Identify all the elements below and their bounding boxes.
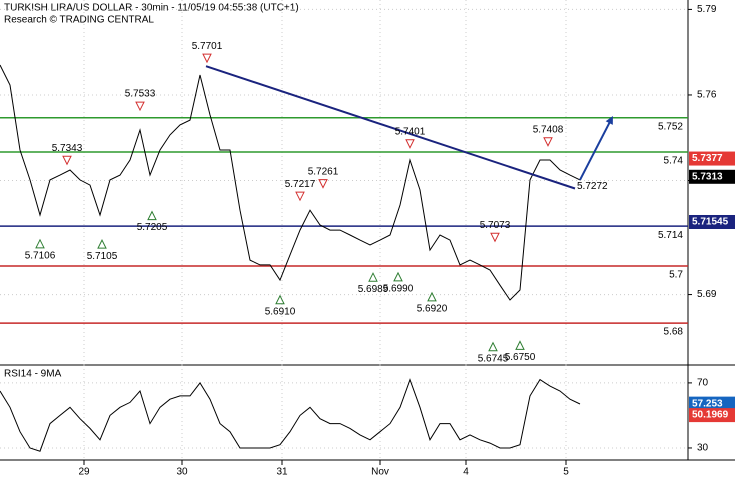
trend-line (205, 65, 576, 190)
x-tick-label: 5 (563, 467, 569, 478)
price-tag (689, 151, 735, 166)
low-label: 5.7105 (87, 251, 118, 262)
low-marker (35, 238, 45, 249)
y-tick-label: 5.76 (697, 90, 717, 101)
level-label: 5.68 (664, 327, 684, 338)
low-marker (97, 238, 107, 249)
low-marker (515, 340, 525, 350)
high-label: 5.7401 (395, 126, 426, 137)
price-tag (689, 408, 735, 423)
high-marker (405, 139, 415, 149)
low-label: 5.6920 (417, 304, 448, 315)
low-marker (427, 291, 437, 302)
low-marker (393, 271, 403, 282)
high-marker (62, 155, 72, 166)
panel-title: RSI14 - 9MA (4, 369, 62, 380)
low-label: 5.7205 (137, 222, 168, 233)
y-tick-label: 30 (697, 443, 709, 454)
chart-subtitle: Research © TRADING CENTRAL (4, 15, 154, 26)
high-marker (202, 53, 212, 64)
low-marker (275, 294, 285, 305)
x-tick-label: Nov (371, 467, 389, 478)
price-tag-label: 5.71545 (692, 217, 729, 228)
y-tick-label: 5.79 (697, 4, 717, 15)
high-label: 5.7408 (533, 124, 564, 135)
high-marker (543, 137, 553, 147)
low-label: 5.6745 (478, 353, 509, 364)
high-label: 5.7533 (125, 89, 156, 100)
price-tag-label: 5.7313 (692, 171, 723, 182)
level-label: 5.74 (664, 156, 684, 167)
price-tag-label: 50.1969 (692, 410, 729, 421)
high-label: 5.7701 (192, 41, 223, 52)
price-tag (689, 396, 735, 411)
y-tick-label: 5.69 (697, 289, 717, 300)
level-label: 5.7 (669, 270, 683, 281)
price-line (0, 64, 581, 301)
high-marker (490, 232, 500, 243)
low-label: 5.7106 (25, 250, 56, 261)
low-label: 5.6910 (265, 306, 296, 317)
x-tick-label: 4 (463, 467, 469, 478)
low-marker (368, 272, 378, 282)
high-marker (295, 191, 305, 202)
high-label: 5.7261 (308, 166, 339, 177)
level-label: 5.752 (658, 121, 683, 132)
low-marker (488, 341, 498, 352)
low-marker (147, 210, 157, 221)
high-label: 5.7217 (285, 179, 316, 190)
price-tag-label: 5.7377 (692, 153, 723, 164)
chart-title: TURKISH LIRA/US DOLLAR - 30min - 11/05/1… (4, 3, 299, 14)
price-line (0, 378, 581, 452)
low-label: 5.6989 (358, 284, 389, 295)
high-label: 5.7073 (480, 220, 511, 231)
low-label: 5.6750 (505, 352, 536, 363)
price-tag (689, 169, 735, 184)
x-tick-label: 30 (176, 467, 188, 478)
low-label: 5.6990 (383, 284, 414, 295)
high-marker (318, 179, 328, 189)
forecast-arrow (579, 116, 613, 181)
x-tick-label: 29 (78, 467, 90, 478)
trend-label: 5.7272 (577, 181, 608, 192)
high-label: 5.7343 (52, 143, 83, 154)
price-tag-label: 57.253 (692, 398, 723, 409)
y-tick-label: 70 (697, 378, 709, 389)
x-tick-label: 31 (276, 467, 288, 478)
price-tag (689, 214, 735, 229)
high-marker (135, 101, 145, 112)
level-label: 5.714 (658, 230, 683, 241)
